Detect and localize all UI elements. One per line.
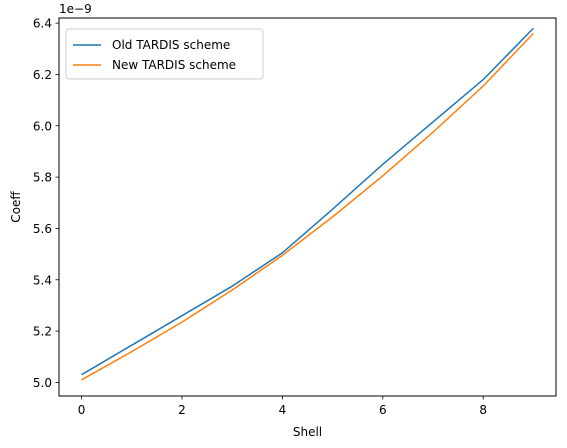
series-layer xyxy=(81,27,534,381)
x-ticks: 0 2 4 6 8 xyxy=(78,396,487,417)
y-offset-label: 1e−9 xyxy=(59,2,92,16)
plot-frame xyxy=(58,17,557,397)
x-tick-label: 6 xyxy=(379,403,387,417)
y-tick-label: 6.2 xyxy=(33,68,52,82)
legend: Old TARDIS scheme New TARDIS scheme xyxy=(65,28,264,80)
x-tick-label: 8 xyxy=(479,403,487,417)
y-axis-label: Coeff xyxy=(9,191,23,223)
legend-box xyxy=(65,28,264,80)
legend-label-old: Old TARDIS scheme xyxy=(112,38,230,52)
x-tick-label: 0 xyxy=(78,403,86,417)
y-tick-label: 5.0 xyxy=(33,376,52,390)
legend-label-new: New TARDIS scheme xyxy=(112,58,236,72)
x-tick-label: 4 xyxy=(279,403,287,417)
x-tick-label: 2 xyxy=(178,403,186,417)
y-tick-label: 6.4 xyxy=(33,17,52,31)
y-tick-label: 5.6 xyxy=(33,222,52,236)
y-tick-label: 5.8 xyxy=(33,171,52,185)
y-tick-label: 5.4 xyxy=(33,273,52,287)
x-axis-label: Shell xyxy=(293,425,322,439)
series-line-old-scheme xyxy=(81,27,534,376)
y-tick-label: 6.0 xyxy=(33,119,52,133)
y-tick-label: 5.2 xyxy=(33,325,52,339)
y-ticks: 5.0 5.2 5.4 5.6 5.8 6.0 6.2 6.4 xyxy=(33,17,59,390)
series-line-new-scheme xyxy=(81,32,534,381)
